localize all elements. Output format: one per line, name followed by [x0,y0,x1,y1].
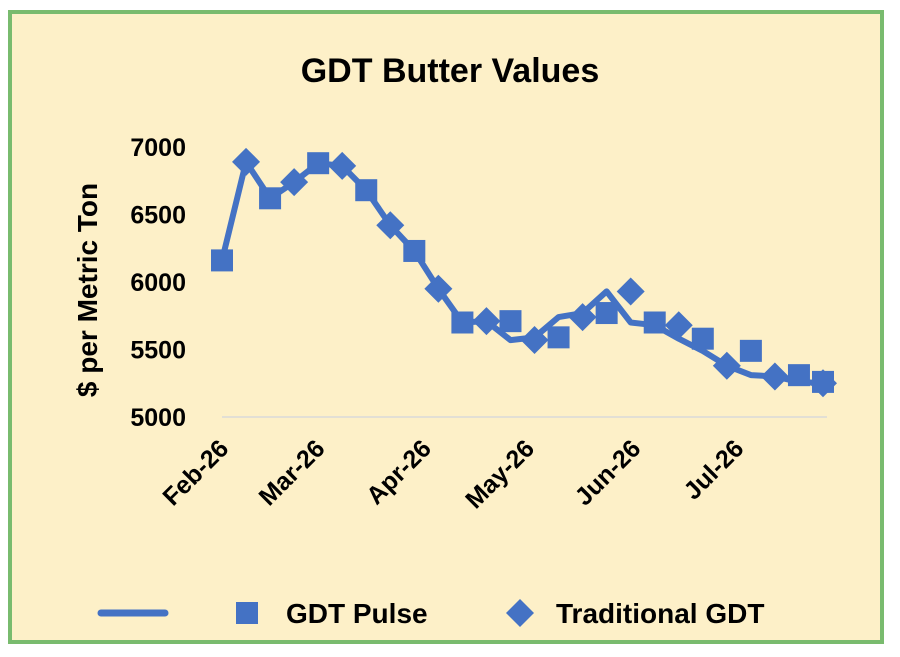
x-tick-label: Mar-26 [254,434,331,511]
legend: GDT Pulse Traditional GDT [97,598,764,629]
legend-diamond-swatch [506,599,534,627]
pulse-point [499,310,522,333]
plot-area [211,147,837,398]
y-tick-label: 7000 [130,134,186,162]
pulse-point [403,239,426,262]
pulse-point [259,187,282,210]
y-axis-label: $ per Metric Ton [72,183,103,397]
traditional-point [424,274,453,303]
y-tick-labels: 5000 5500 6000 6500 7000 [130,134,186,432]
pulse-point [547,326,570,349]
traditional-point [520,326,549,355]
pulse-point [787,364,810,387]
traditional-point [616,277,645,306]
legend-label-traditional: Traditional GDT [556,598,764,629]
pulse-point [739,339,762,362]
x-tick-labels: Feb-26 Mar-26 Apr-26 May-26 Jun-26 Jul-26 [157,434,749,514]
traditional-point [809,369,837,398]
x-tick-label: Jun-26 [570,434,647,511]
pulse-point [307,152,330,175]
pulse-point [451,311,474,334]
y-tick-label: 5500 [130,337,186,365]
series-line [219,158,826,387]
traditional-point [760,362,789,391]
x-tick-label: Apr-26 [361,434,437,510]
traditional-point [664,311,693,340]
pulse-point [211,249,233,272]
traditional-point [376,211,405,240]
traditional-point [712,351,741,380]
pulse-point [355,179,378,202]
legend-square-swatch [236,602,258,624]
chart-title: GDT Butter Values [301,52,600,90]
traditional-point [280,168,309,197]
chart-frame [8,10,884,644]
pulse-point [595,302,618,325]
x-tick-label: Jul-26 [678,434,749,505]
y-tick-label: 6000 [130,269,186,297]
x-tick-label: May-26 [460,434,540,514]
traditional-point [472,307,501,336]
y-tick-label: 6500 [130,202,186,230]
pulse-point [643,311,666,334]
traditional-point [328,151,357,180]
traditional-point [568,303,597,332]
pulse-point [691,327,714,350]
y-tick-label: 5000 [130,404,186,432]
traditional-point [232,147,261,176]
x-tick-label: Feb-26 [157,434,234,511]
legend-label-pulse: GDT Pulse [286,598,428,629]
